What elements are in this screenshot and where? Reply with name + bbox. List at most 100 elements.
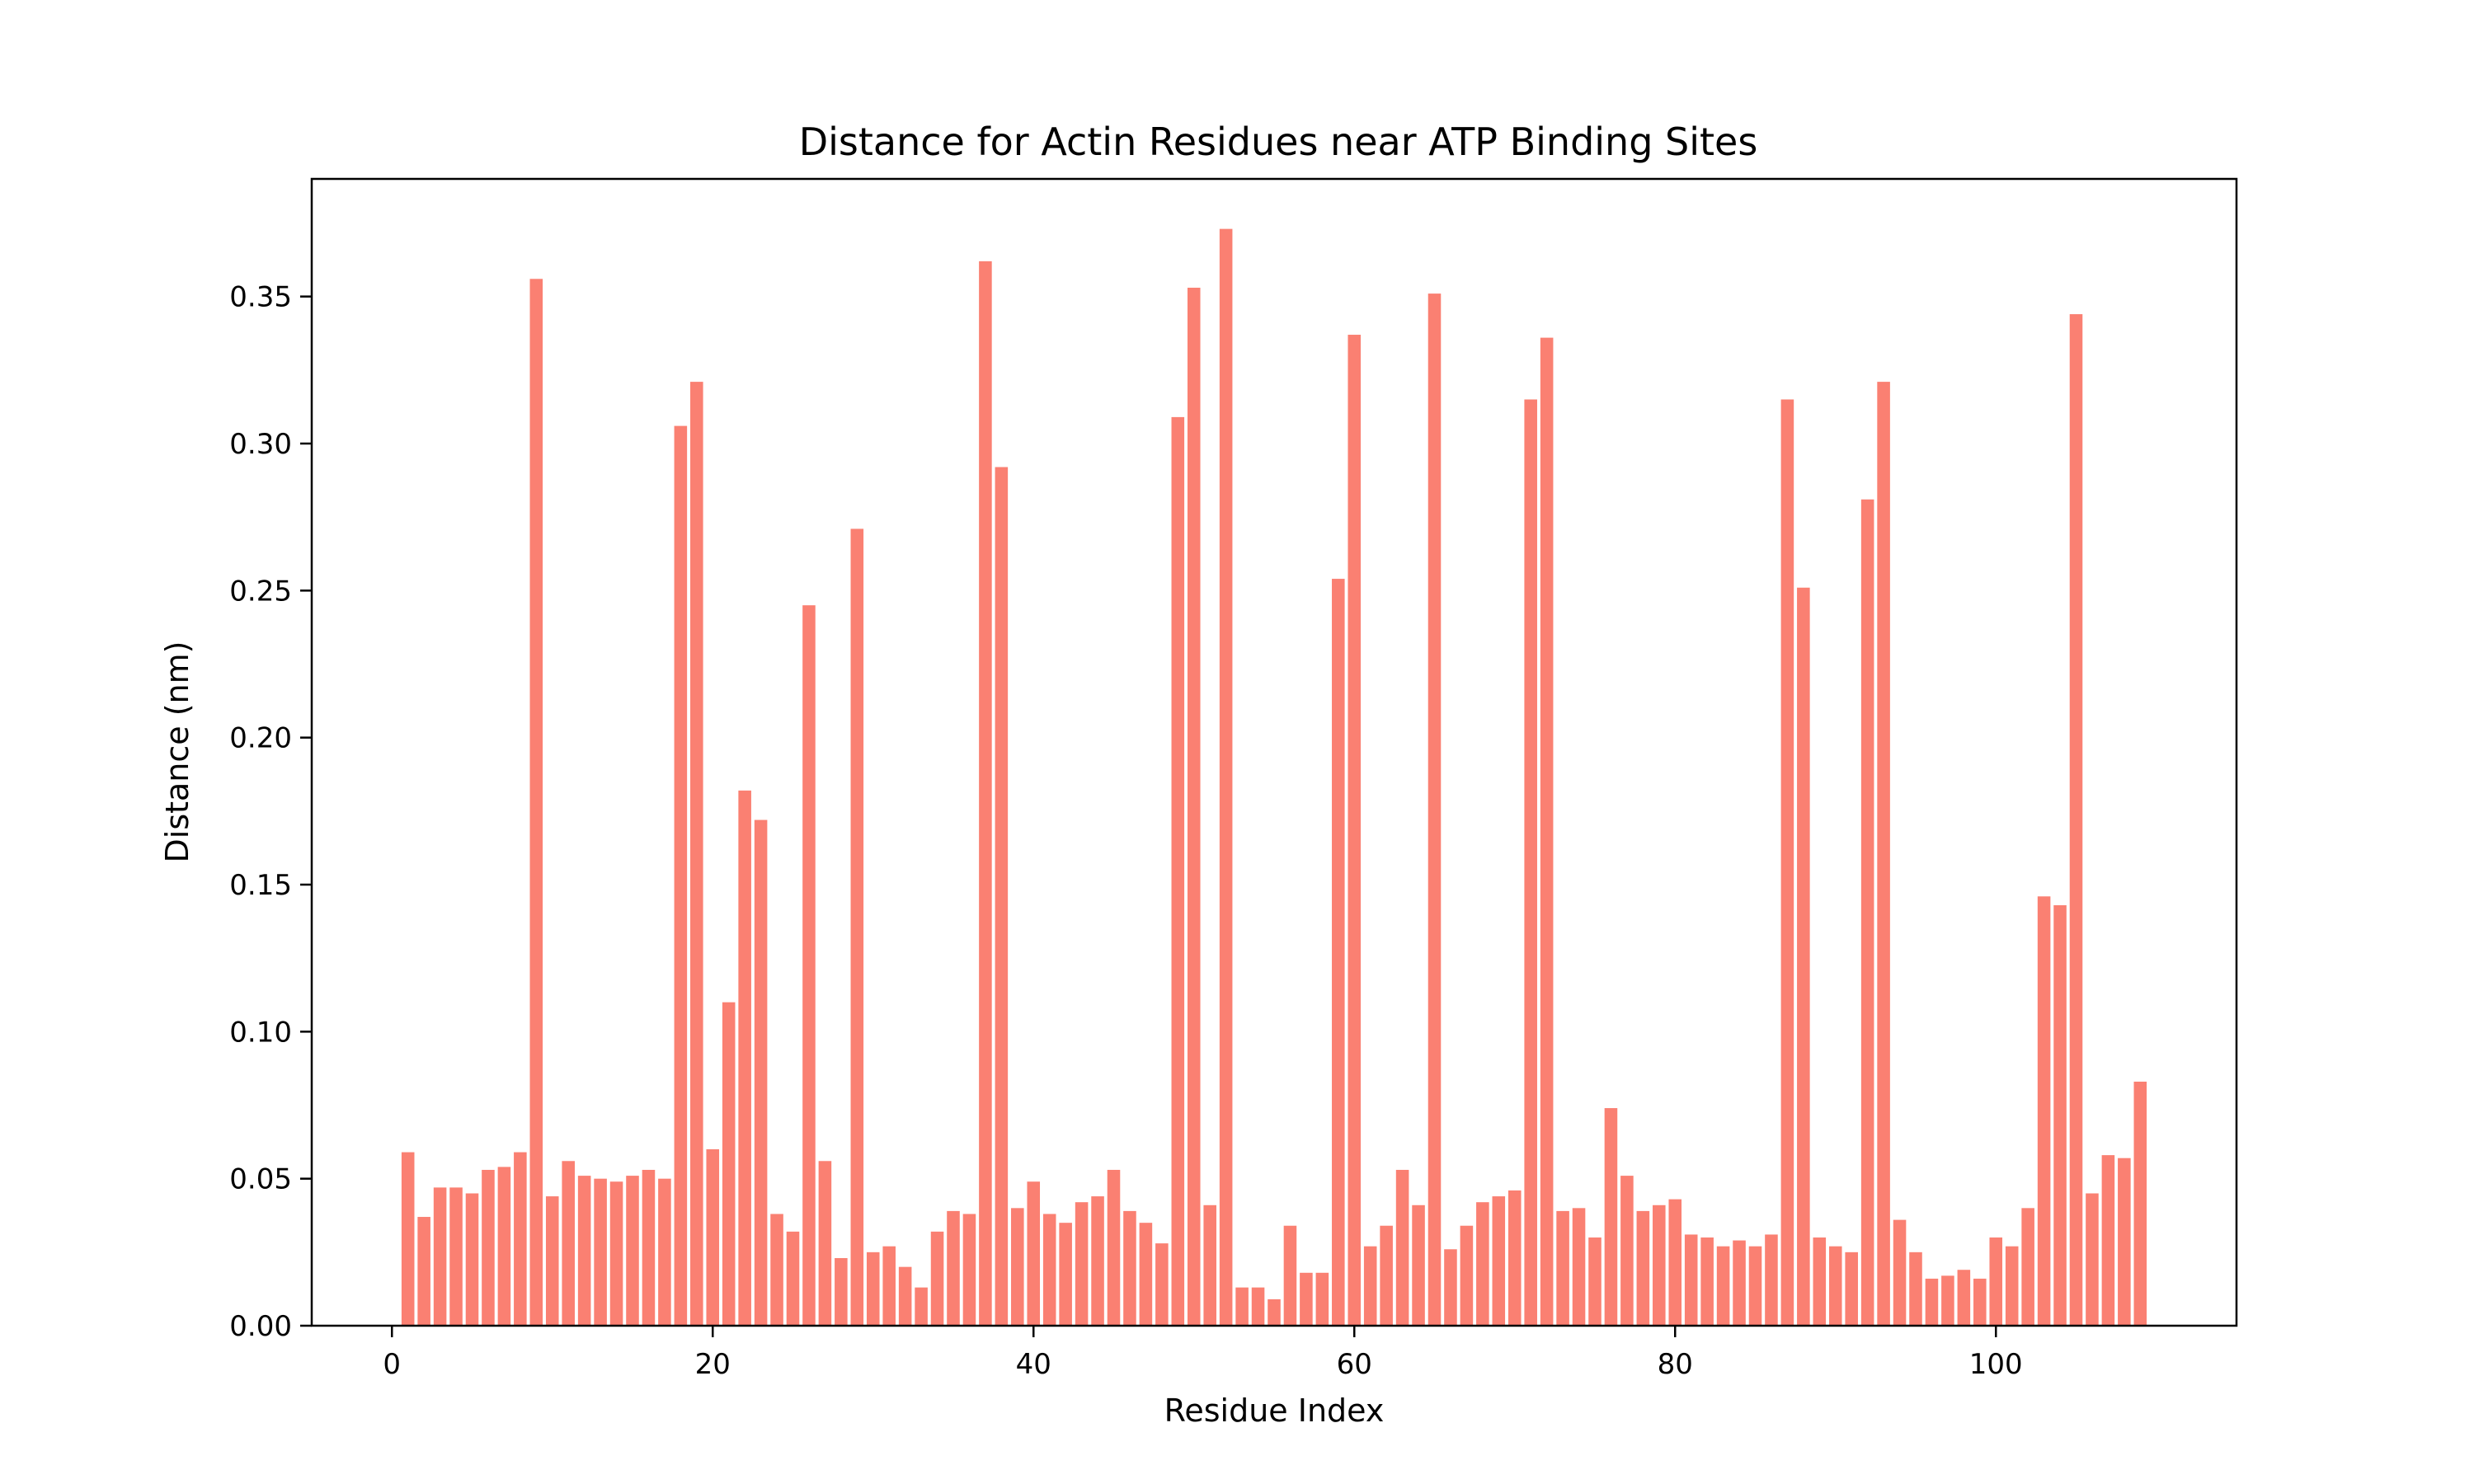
- bar: [1797, 587, 1810, 1326]
- bar: [1187, 287, 1201, 1327]
- bar: [1219, 228, 1233, 1326]
- bar: [1283, 1225, 1297, 1326]
- bar: [1444, 1249, 1457, 1326]
- plot-frame: [310, 177, 2238, 1327]
- x-axis-label: Residue Index: [1164, 1392, 1385, 1429]
- bar: [1235, 1287, 1249, 1326]
- y-axis-ticks: 0.00 0.05 0.10 0.15 0.20 0.25 0.30 0.35: [229, 281, 312, 1343]
- bar: [1139, 1223, 1153, 1326]
- bar: [1123, 1210, 1136, 1326]
- bar: [1251, 1287, 1265, 1326]
- bar: [1380, 1225, 1393, 1326]
- bar: [529, 279, 543, 1326]
- bar: [674, 425, 688, 1326]
- bar: [594, 1178, 607, 1326]
- x-tick-label: 80: [1658, 1348, 1693, 1381]
- bar: [2101, 1155, 2115, 1326]
- bar: [1059, 1223, 1072, 1326]
- bar: [1700, 1237, 1714, 1326]
- bar: [947, 1210, 960, 1326]
- bar: [1588, 1237, 1602, 1326]
- bar: [1925, 1278, 1939, 1326]
- bar: [1332, 579, 1345, 1326]
- y-tick-label: 0.35: [229, 281, 292, 314]
- bar: [1091, 1196, 1104, 1326]
- bar: [1636, 1210, 1650, 1326]
- bar: [995, 467, 1009, 1326]
- bar: [754, 819, 768, 1326]
- bar: [738, 790, 751, 1326]
- bar: [850, 528, 864, 1326]
- bar: [1604, 1108, 1618, 1326]
- bar: [786, 1231, 800, 1326]
- bar: [1556, 1210, 1569, 1326]
- bar: [609, 1181, 623, 1326]
- bar: [1107, 1169, 1121, 1326]
- bar: [514, 1152, 527, 1326]
- bar: [1268, 1298, 1281, 1326]
- bar: [2086, 1193, 2099, 1326]
- y-tick-label: 0.30: [229, 428, 292, 461]
- bar: [1989, 1237, 2003, 1326]
- bar: [449, 1187, 463, 1326]
- bar: [690, 382, 703, 1327]
- bar: [1507, 1190, 1522, 1326]
- bar: [1716, 1246, 1730, 1326]
- bar: [577, 1176, 591, 1326]
- bar: [545, 1196, 559, 1326]
- bar: [1524, 399, 1537, 1326]
- bar: [882, 1246, 896, 1326]
- bar: [1733, 1240, 1746, 1326]
- bar: [1027, 1181, 1041, 1326]
- bar: [1684, 1234, 1698, 1326]
- bar: [626, 1176, 639, 1326]
- bar: [1765, 1234, 1778, 1326]
- bar: [1363, 1246, 1377, 1326]
- bar: [1476, 1202, 1489, 1326]
- bar: [1941, 1275, 1954, 1326]
- chart-title: Distance for Actin Residues near ATP Bin…: [799, 120, 1758, 164]
- bar: [962, 1214, 976, 1326]
- y-tick-label: 0.15: [229, 869, 292, 902]
- y-axis-label: Distance (nm): [159, 641, 195, 863]
- bar: [1845, 1252, 1858, 1326]
- bar: [802, 605, 816, 1326]
- bar: [562, 1161, 575, 1326]
- bar: [1828, 1246, 1842, 1326]
- y-tick-label: 0.10: [229, 1016, 292, 1049]
- y-tick-label: 0.00: [229, 1310, 292, 1343]
- bar: [770, 1214, 783, 1326]
- x-tick-label: 0: [383, 1348, 401, 1381]
- bar: [1460, 1225, 1474, 1326]
- bar: [658, 1178, 671, 1326]
- bar: [722, 1002, 736, 1326]
- bar: [1748, 1246, 1762, 1326]
- bar: [465, 1193, 479, 1326]
- bar: [1011, 1208, 1024, 1326]
- bar: [1427, 294, 1442, 1327]
- x-axis-ticks: 0 20 40 60 80 100: [383, 1326, 2023, 1381]
- bar: [930, 1231, 944, 1326]
- bar: [1155, 1243, 1169, 1326]
- bar: [1909, 1252, 1922, 1326]
- bar: [1042, 1214, 1056, 1326]
- y-tick-label: 0.25: [229, 575, 292, 608]
- bar: [417, 1217, 430, 1326]
- bar: [898, 1266, 912, 1326]
- bar: [2021, 1208, 2034, 1326]
- bar: [706, 1149, 720, 1326]
- bar: [2133, 1081, 2147, 1326]
- bar: [1492, 1196, 1506, 1326]
- bar: [401, 1152, 415, 1326]
- bar: [2053, 904, 2067, 1326]
- bar: [835, 1257, 848, 1326]
- bar: [1300, 1272, 1313, 1326]
- bar: [1395, 1169, 1409, 1326]
- bar: [1877, 382, 1890, 1327]
- bar: [2005, 1246, 2019, 1326]
- bar: [1893, 1219, 1907, 1326]
- bar: [979, 261, 992, 1326]
- y-tick-label: 0.20: [229, 722, 292, 755]
- bar: [1412, 1205, 1425, 1326]
- bar: [1315, 1272, 1329, 1326]
